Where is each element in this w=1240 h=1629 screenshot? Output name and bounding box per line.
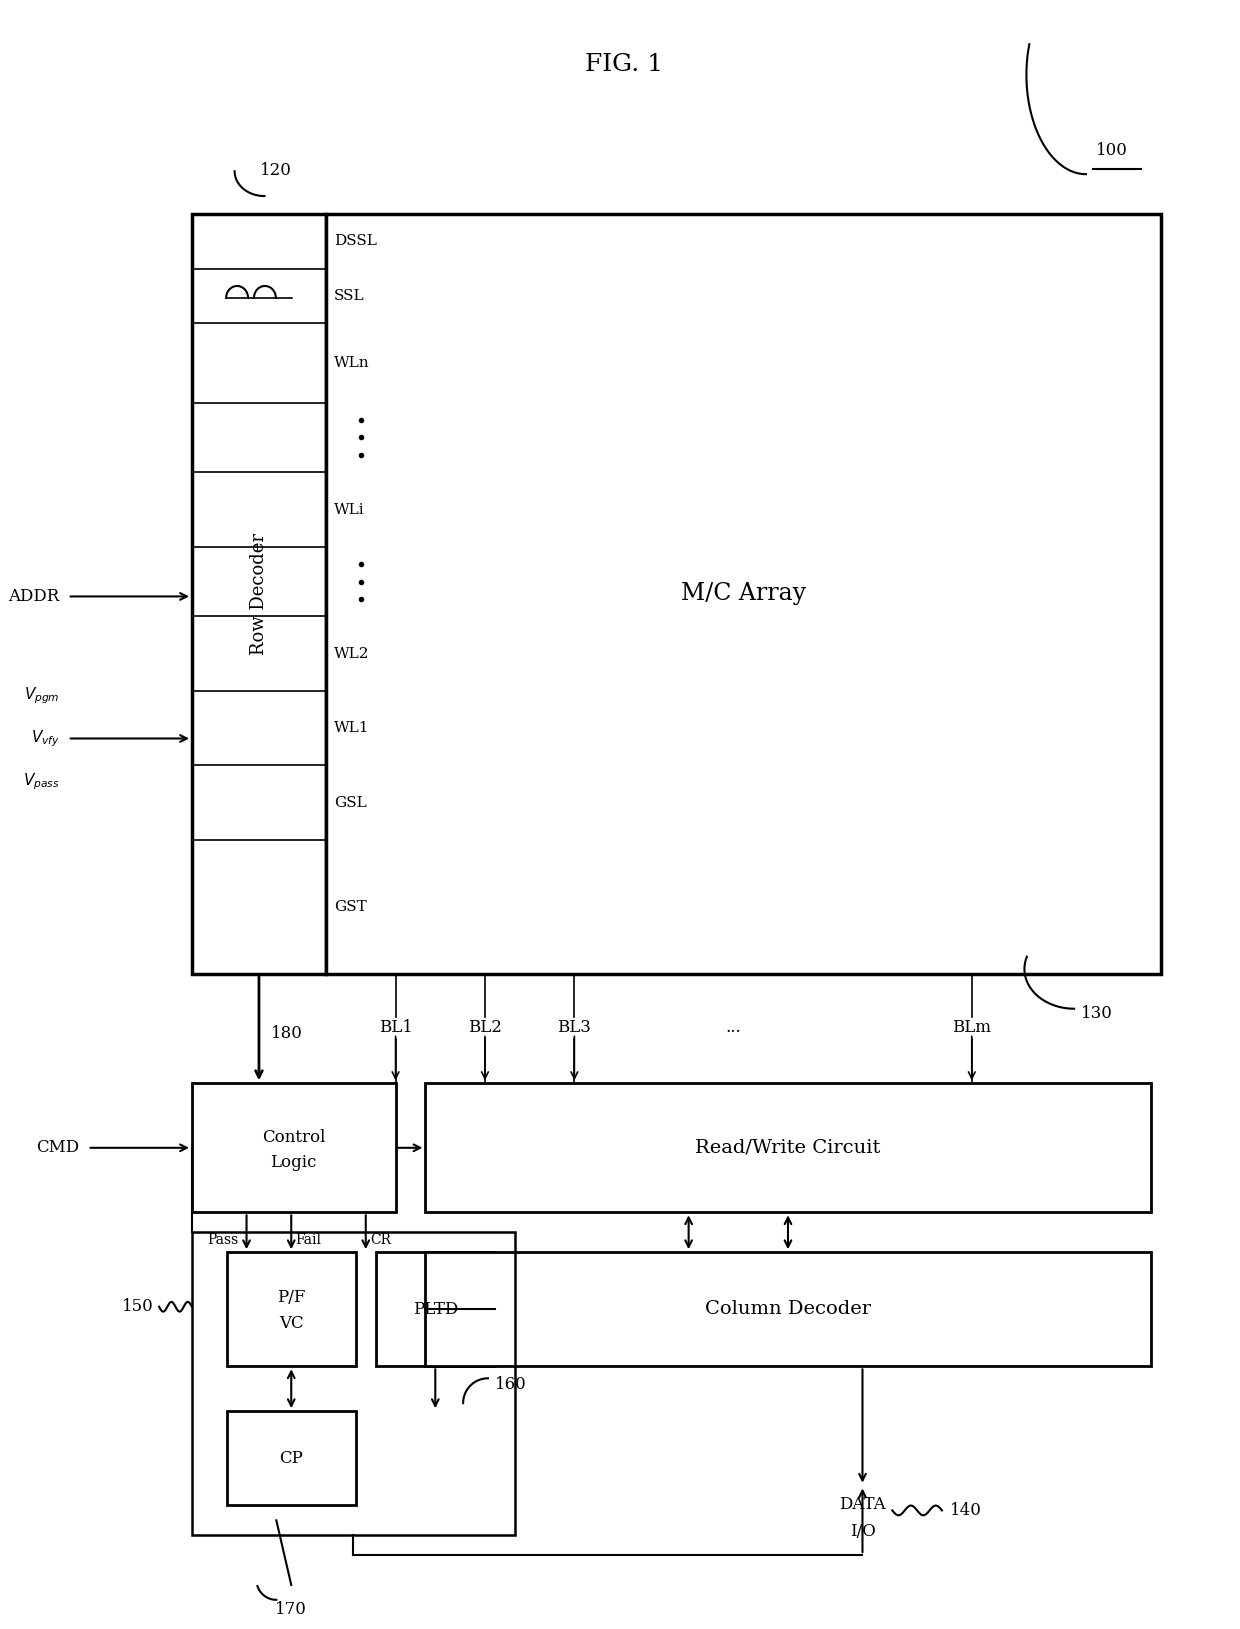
Text: $V_{pgm}$: $V_{pgm}$ (24, 686, 60, 705)
Text: $V_{vfy}$: $V_{vfy}$ (31, 728, 60, 749)
Text: CR: CR (371, 1233, 392, 1248)
Text: Logic: Logic (270, 1155, 317, 1171)
Text: WLn: WLn (334, 357, 370, 370)
Text: DATA: DATA (839, 1495, 885, 1512)
Bar (192, 213, 326, 974)
Text: BL3: BL3 (558, 1018, 591, 1036)
Text: 120: 120 (260, 163, 293, 179)
Text: SSL: SSL (334, 288, 365, 303)
Text: $V_{pass}$: $V_{pass}$ (24, 771, 60, 792)
Text: P/F: P/F (277, 1289, 305, 1306)
Bar (326, 213, 1161, 974)
Text: M/C Array: M/C Array (681, 583, 806, 606)
Text: 160: 160 (495, 1377, 527, 1393)
Text: GSL: GSL (334, 795, 367, 810)
Text: BL1: BL1 (378, 1018, 413, 1036)
Text: DSSL: DSSL (334, 235, 377, 248)
Text: WL1: WL1 (334, 722, 370, 735)
Text: GST: GST (334, 899, 367, 914)
Text: FIG. 1: FIG. 1 (585, 54, 663, 77)
Bar (192, 1232, 515, 1535)
Text: Pass: Pass (207, 1233, 238, 1248)
Text: Read/Write Circuit: Read/Write Circuit (696, 1139, 880, 1157)
Text: BLm: BLm (952, 1018, 991, 1036)
Text: Column Decoder: Column Decoder (706, 1300, 870, 1318)
Text: Row Decoder: Row Decoder (250, 533, 268, 655)
Bar (227, 1253, 356, 1367)
Text: 140: 140 (950, 1502, 982, 1518)
Text: WLi: WLi (334, 502, 365, 516)
Text: 180: 180 (270, 1025, 303, 1043)
Text: CMD: CMD (36, 1139, 79, 1157)
Text: Control: Control (262, 1129, 325, 1147)
Text: 130: 130 (1081, 1005, 1114, 1021)
Bar (425, 1253, 1151, 1367)
Text: WL2: WL2 (334, 647, 370, 661)
Text: 170: 170 (275, 1601, 308, 1618)
Text: VC: VC (279, 1315, 304, 1331)
Text: ADDR: ADDR (9, 588, 60, 604)
Text: BL2: BL2 (467, 1018, 502, 1036)
Text: 150: 150 (123, 1298, 154, 1315)
Bar (425, 1083, 1151, 1212)
Text: 100: 100 (1096, 142, 1128, 160)
Text: Fail: Fail (295, 1233, 321, 1248)
Bar (376, 1253, 495, 1367)
Text: PLTD: PLTD (413, 1300, 458, 1318)
Bar (227, 1411, 356, 1505)
Text: ...: ... (725, 1018, 742, 1036)
Text: I/O: I/O (849, 1523, 875, 1541)
Bar (192, 1083, 396, 1212)
Text: CP: CP (279, 1450, 304, 1466)
